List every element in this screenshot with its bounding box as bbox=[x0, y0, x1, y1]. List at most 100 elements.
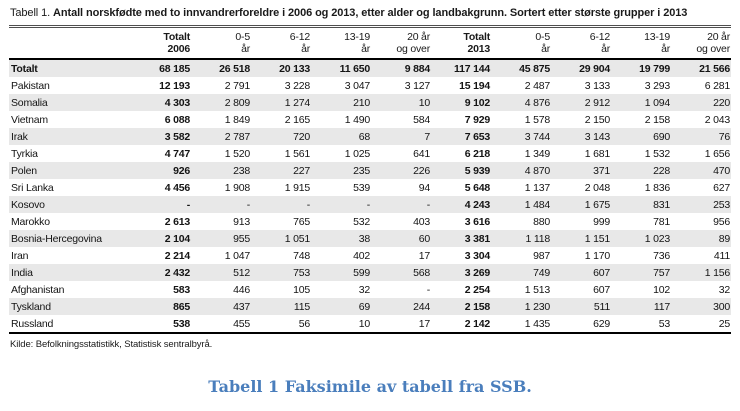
value-cell: 1 274 bbox=[284, 96, 310, 109]
row-label: Somalia bbox=[11, 96, 48, 109]
value-cell: 2 104 bbox=[164, 232, 190, 245]
row-label: Totalt bbox=[11, 62, 38, 75]
header-corner-cell bbox=[9, 25, 131, 60]
row-label: Marokko bbox=[11, 215, 50, 228]
value-cell: 2 432 bbox=[164, 266, 190, 279]
value-cell: 9 884 bbox=[404, 62, 430, 75]
value-cell: 371 bbox=[593, 164, 610, 177]
value-cell: 7 653 bbox=[464, 130, 490, 143]
value-cell: 1 047 bbox=[224, 249, 250, 262]
value-cell: 999 bbox=[593, 215, 610, 228]
value-cell: 1 137 bbox=[524, 181, 550, 194]
statistics-table: Totalt 2006 0-5 år 6-12 år 13-19 år 20 år og over… bbox=[9, 25, 731, 334]
value-cell: 753 bbox=[293, 266, 310, 279]
value-cell: 831 bbox=[653, 198, 670, 211]
value-cell: 56 bbox=[251, 315, 311, 334]
value-cell: 12 193 bbox=[159, 79, 190, 92]
value-cell: 1 513 bbox=[524, 283, 550, 296]
value-cell: 5 939 bbox=[464, 164, 490, 177]
value-cell: 1 349 bbox=[524, 147, 550, 160]
value-cell: 2 150 bbox=[584, 113, 610, 126]
table-title: Tabell 1. Antall norskfødte med to innva… bbox=[0, 0, 740, 25]
table-row: Afghanistan 583 446 105 32 - 2 254 1 513 607 102 3… bbox=[9, 281, 731, 298]
value-cell: 300 bbox=[713, 300, 730, 313]
value-cell: 607 bbox=[593, 266, 610, 279]
value-cell: 568 bbox=[413, 266, 430, 279]
table-row: Pakistan 12 193 2 791 3 228 3 047 3 127 15 194… bbox=[9, 77, 731, 94]
value-cell: 3 304 bbox=[464, 249, 490, 262]
value-cell: 94 bbox=[418, 181, 430, 194]
value-cell: 765 bbox=[293, 215, 310, 228]
value-cell: 2 254 bbox=[464, 283, 490, 296]
value-cell: 1 915 bbox=[284, 181, 310, 194]
column-header: 13-19 år bbox=[311, 25, 371, 60]
value-cell: 3 582 bbox=[164, 130, 190, 143]
value-cell: 6 281 bbox=[704, 79, 730, 92]
table-row: Vietnam 6 088 1 849 2 165 1 490 584 7 929 1 578… bbox=[9, 111, 731, 128]
value-cell: 583 bbox=[173, 283, 190, 296]
value-cell: 26 518 bbox=[219, 62, 250, 75]
value-cell: 20 133 bbox=[279, 62, 310, 75]
value-cell: 926 bbox=[173, 164, 190, 177]
value-cell: 470 bbox=[713, 164, 730, 177]
value-cell: 1 118 bbox=[525, 232, 551, 245]
value-cell: 3 269 bbox=[464, 266, 490, 279]
value-cell: 599 bbox=[353, 266, 370, 279]
value-cell: 29 904 bbox=[579, 62, 610, 75]
value-cell: 68 bbox=[358, 130, 370, 143]
value-cell: 1 151 bbox=[584, 232, 610, 245]
value-cell: 10 bbox=[311, 315, 371, 334]
value-cell: 244 bbox=[413, 300, 430, 313]
value-cell: 1 520 bbox=[224, 147, 250, 160]
value-cell: 736 bbox=[653, 249, 670, 262]
value-cell: 5 648 bbox=[464, 181, 490, 194]
value-cell: 1 230 bbox=[524, 300, 550, 313]
table-row: Totalt 68 185 26 518 20 133 11 650 9 884 117 1… bbox=[9, 59, 731, 77]
value-cell: 2 142 bbox=[431, 315, 491, 334]
value-cell: 538 bbox=[131, 315, 191, 334]
value-cell: 1 484 bbox=[524, 198, 550, 211]
value-cell: 1 681 bbox=[584, 147, 610, 160]
value-cell: 1 025 bbox=[344, 147, 370, 160]
table-header: Totalt 2006 0-5 år 6-12 år 13-19 år 20 år og over… bbox=[9, 25, 731, 60]
value-cell: 3 047 bbox=[344, 79, 370, 92]
table-row: Bosnia-Hercegovina 2 104 955 1 051 38 60 3 381… bbox=[9, 230, 731, 247]
value-cell: 1 435 bbox=[491, 315, 551, 334]
value-cell: 69 bbox=[358, 300, 370, 313]
value-cell: 402 bbox=[353, 249, 370, 262]
table-row: Kosovo - - - - - 4 243 1 484 1 675 831 253 bbox=[9, 196, 731, 213]
value-cell: 446 bbox=[233, 283, 250, 296]
value-cell: 32 bbox=[358, 283, 370, 296]
value-cell: 76 bbox=[718, 130, 730, 143]
value-cell: 3 744 bbox=[524, 130, 550, 143]
value-cell: 115 bbox=[293, 300, 310, 313]
value-cell: - bbox=[186, 198, 190, 211]
value-cell: 690 bbox=[653, 130, 670, 143]
source-note: Kilde: Befolkningsstatistikk, Statistisk… bbox=[10, 339, 213, 350]
value-cell: 1 156 bbox=[704, 266, 730, 279]
value-cell: 2 048 bbox=[584, 181, 610, 194]
value-cell: 7 929 bbox=[464, 113, 490, 126]
value-cell: 3 381 bbox=[464, 232, 490, 245]
row-label: Tyskland bbox=[11, 300, 51, 313]
value-cell: - bbox=[246, 198, 250, 211]
value-cell: 1 094 bbox=[644, 96, 670, 109]
value-cell: 4 303 bbox=[164, 96, 190, 109]
value-cell: 748 bbox=[293, 249, 310, 262]
value-cell: 403 bbox=[413, 215, 430, 228]
value-cell: 38 bbox=[358, 232, 370, 245]
value-cell: 720 bbox=[293, 130, 310, 143]
row-label: Polen bbox=[11, 164, 37, 177]
table-row: Marokko 2 613 913 765 532 403 3 616 880 999 781 95… bbox=[9, 213, 731, 230]
value-cell: 68 185 bbox=[159, 62, 190, 75]
column-header: 20 år og over bbox=[671, 25, 731, 60]
value-cell: 21 566 bbox=[699, 62, 730, 75]
value-cell: 1 849 bbox=[224, 113, 250, 126]
row-label: Vietnam bbox=[11, 113, 48, 126]
value-cell: 2 158 bbox=[464, 300, 490, 313]
column-header: 20 år og over bbox=[371, 25, 431, 60]
value-cell: 9 102 bbox=[464, 96, 490, 109]
value-cell: 4 747 bbox=[164, 147, 190, 160]
row-label: Irak bbox=[11, 130, 28, 143]
value-cell: 1 656 bbox=[704, 147, 730, 160]
